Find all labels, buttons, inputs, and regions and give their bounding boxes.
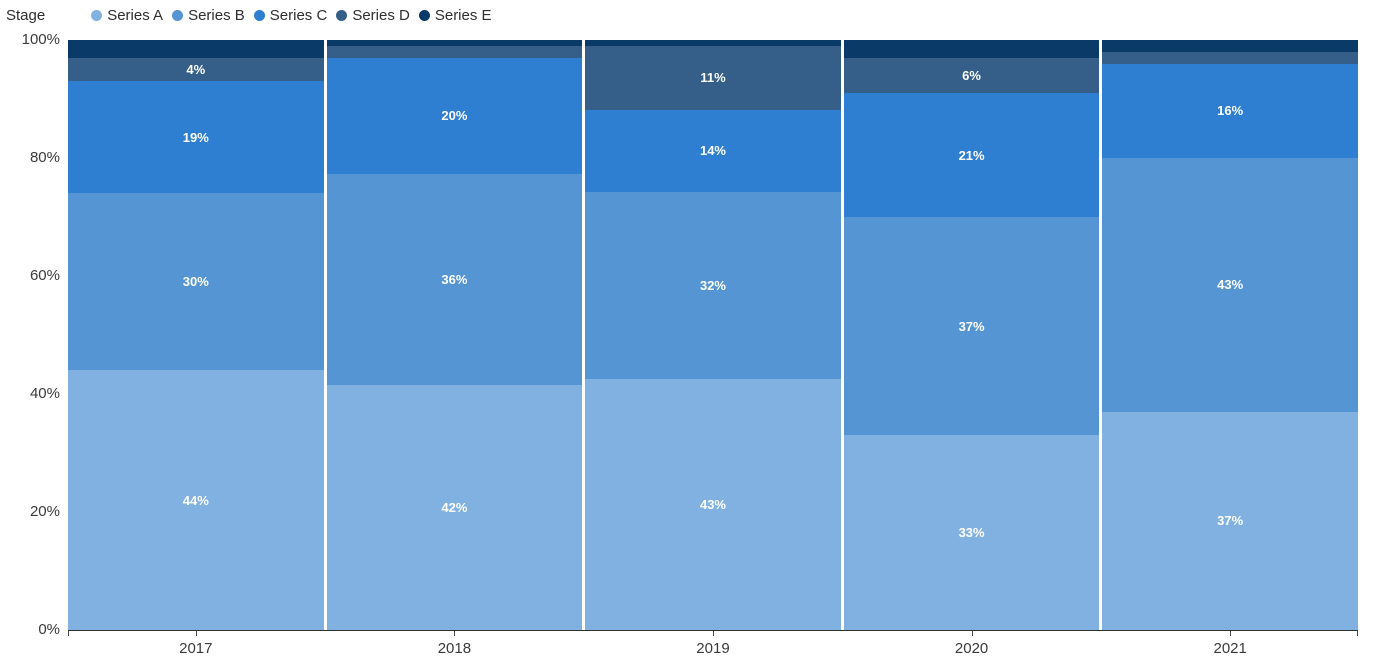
x-axis-label-2020: 2020 [954,640,989,657]
legend-item-label: Series D [352,7,410,24]
bar-segment-2018-series-e[interactable] [326,40,583,46]
y-axis-tick-label-80: 80% [29,149,60,166]
bar-value-label: 42% [441,499,468,515]
bar-segment-2017-series-e[interactable] [68,40,324,58]
bar-segment-2017-series-a[interactable]: 44% [68,370,324,630]
bar-segment-2020-series-d[interactable]: 6% [843,57,1100,94]
bar-value-label: 36% [441,271,468,287]
bar-value-label: 43% [699,496,726,512]
legend-item-label: Series C [269,7,328,24]
bar-value-label: 4% [186,61,206,77]
legend-item-series-a[interactable]: Series A [91,7,163,24]
bar-value-label: 6% [962,67,981,83]
x-axis-tick [454,631,456,636]
x-axis-label-2018: 2018 [437,640,472,657]
y-axis-tick-label-40: 40% [29,385,60,402]
bar-value-label: 20% [441,108,468,124]
bar-value-label: 11% [700,70,726,86]
bar-segment-2018-series-a[interactable]: 42% [326,384,583,630]
bar-segment-2017-series-b[interactable]: 30% [68,193,324,371]
bar-value-label: 37% [1217,513,1244,529]
bar-segment-2019-series-a[interactable]: 43% [585,378,841,630]
bar-value-label: 37% [958,318,985,334]
bar-segment-2020-series-c[interactable]: 21% [843,93,1100,217]
bar-2020: 6% 21% 37% 33% [843,40,1100,630]
x-axis-tick [971,631,973,636]
bar-segment-2018-series-b[interactable]: 36% [326,174,583,385]
legend-swatch-circle-icon [172,10,184,21]
bar-value-label: 14% [699,143,726,159]
bar-segment-2020-series-a[interactable]: 33% [843,435,1100,630]
bar-segment-2021-series-b[interactable]: 43% [1102,157,1358,412]
bar-segment-2019-series-c[interactable]: 14% [585,110,841,192]
bar-value-label: 43% [1217,277,1244,293]
legend-items: Series A Series B Series C Series D Series E [91,7,500,24]
x-axis-end-tick [1357,631,1358,636]
legend-title: Stage [6,7,46,24]
x-axis-tick [713,631,714,636]
y-axis-tick-label-20: 20% [29,503,60,520]
x-axis-end-tick [68,631,69,636]
legend: Stage Series A Series B Series C Series D Se… [6,7,501,24]
bar-segment-2020-series-b[interactable]: 37% [843,216,1100,436]
legend-item-series-d[interactable]: Series D [336,7,410,24]
legend-swatch-circle-icon [253,10,265,21]
legend-swatch-circle-icon [336,10,348,21]
plot-area: 4% 19% 30% 44% 20% 36% 42% 11% 14% 32% 43% 6% 21% 37%… [22,31,1358,657]
y-axis-tick-label-100: 100% [21,31,60,48]
legend-swatch-circle-icon [418,10,430,21]
x-axis-label-2017: 2017 [179,640,213,657]
bar-value-label: 33% [958,525,985,541]
bar-segment-2021-series-e[interactable] [1102,40,1358,52]
legend-item-label: Series B [188,7,245,24]
bar-segment-2019-series-e[interactable] [585,40,841,46]
bar-value-label: 44% [182,492,209,508]
bar-segment-2018-series-c[interactable]: 20% [326,57,583,175]
y-axis-tick-label-60: 60% [29,267,60,284]
legend-item-label: Series A [107,7,164,24]
legend-item-label: Series E [434,7,492,24]
bar-2019: 11% 14% 32% 43% [585,40,841,630]
x-axis-label-2021: 2021 [1213,640,1247,657]
bars-container: 4% 19% 30% 44% 20% 36% 42% 11% 14% 32% 43% 6% 21% 37%… [68,40,1358,630]
bar-value-label: 16% [1217,103,1244,119]
legend-swatch-circle-icon [91,10,103,21]
bar-segment-2019-series-b[interactable]: 32% [585,191,841,379]
legend-item-series-c[interactable]: Series C [253,7,328,24]
bar-segment-2021-series-a[interactable]: 37% [1102,411,1358,630]
bar-segment-2020-series-e[interactable] [843,40,1100,58]
x-axis-line [68,630,1358,631]
bar-value-label: 19% [182,129,209,145]
x-axis-tick [1230,631,1232,636]
bar-segment-2021-series-c[interactable]: 16% [1102,63,1358,158]
bar-2017: 4% 19% 30% 44% [68,40,324,630]
bar-value-label: 30% [182,274,209,290]
bar-2018: 20% 36% 42% [326,40,583,630]
bar-segment-2018-series-d[interactable] [326,45,583,58]
bar-segment-2017-series-d[interactable]: 4% [68,57,324,82]
x-axis-label-2019: 2019 [696,640,730,657]
x-axis-tick [195,631,197,636]
bar-value-label: 21% [958,147,985,163]
legend-item-series-e[interactable]: Series E [418,7,492,24]
bar-2021: 16% 43% 37% [1102,40,1358,630]
bar-value-label: 32% [699,277,726,293]
legend-item-series-b[interactable]: Series B [172,7,245,24]
bar-segment-2017-series-c[interactable]: 19% [68,81,324,194]
bar-segment-2021-series-d[interactable] [1102,51,1358,64]
bar-segment-2019-series-d[interactable]: 11% [585,45,841,111]
y-axis-tick-label-0: 0% [38,621,60,638]
